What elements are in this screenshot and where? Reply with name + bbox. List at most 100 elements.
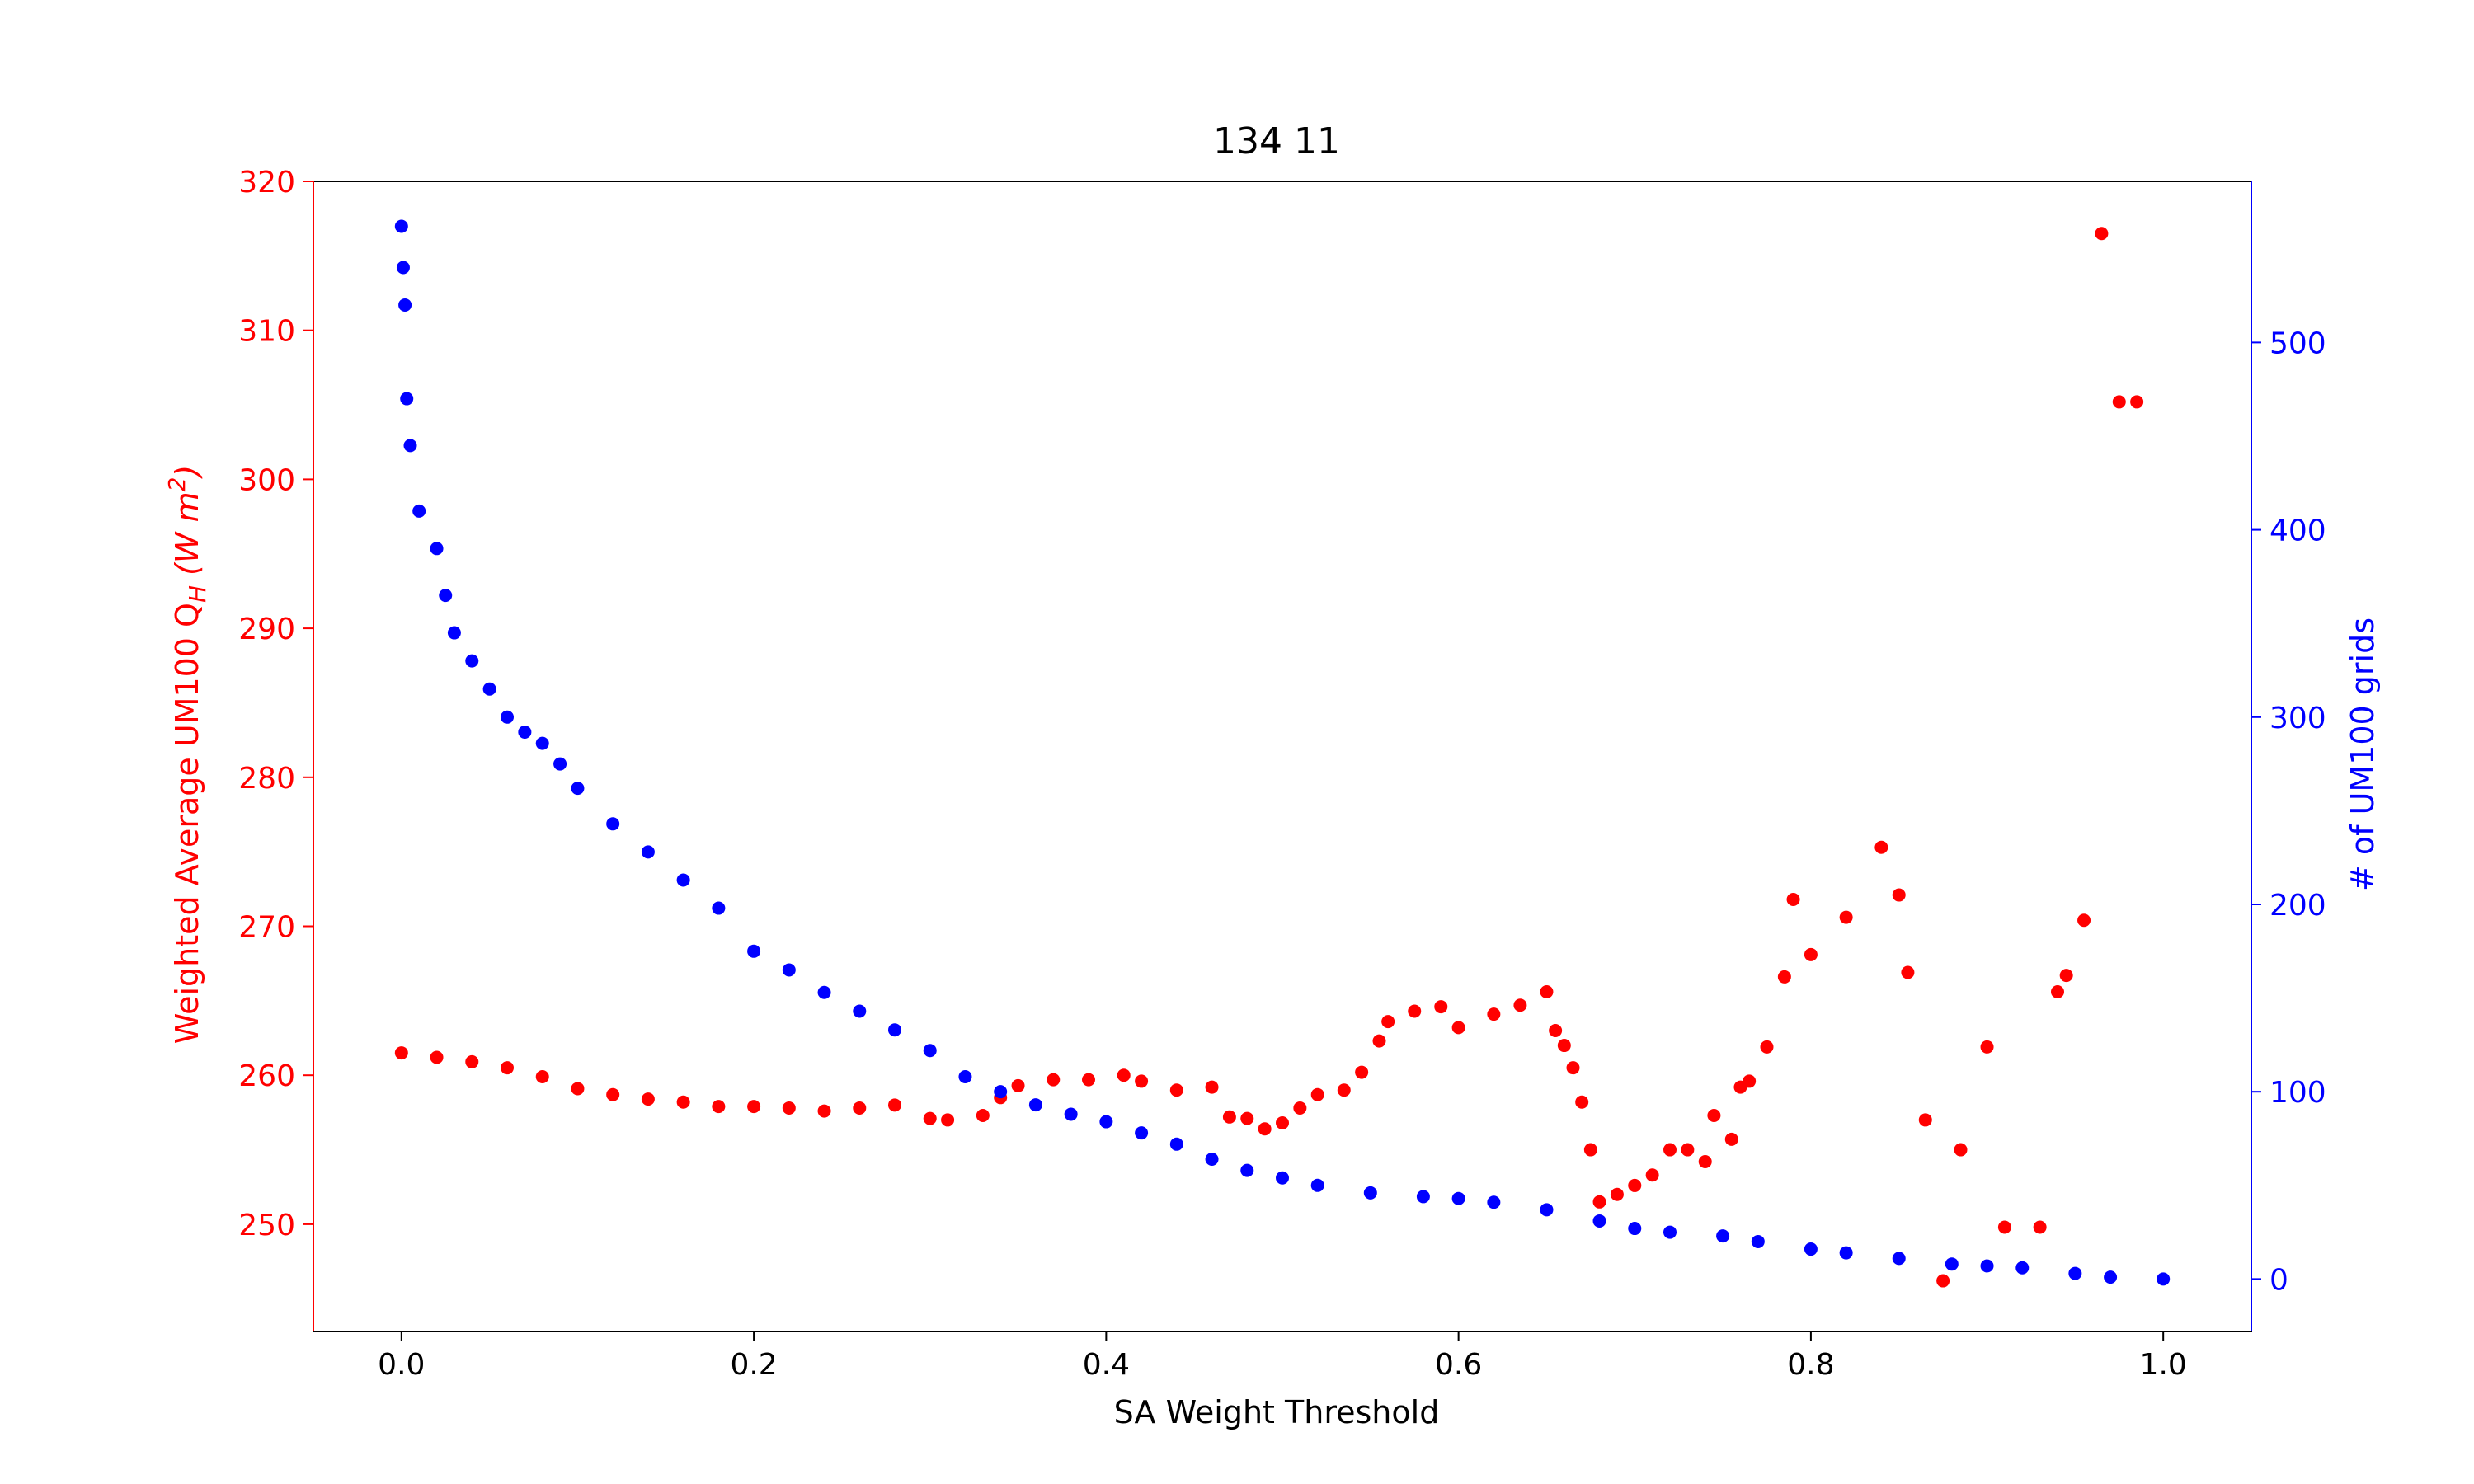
red-data-point — [1205, 1080, 1219, 1094]
red-data-point — [782, 1101, 796, 1115]
blue-data-point — [1751, 1234, 1765, 1248]
red-series — [394, 227, 2144, 1288]
x-tick-label: 0.4 — [1083, 1348, 1130, 1382]
red-data-point — [1583, 1143, 1597, 1157]
blue-data-point — [1135, 1126, 1149, 1140]
red-data-point — [1575, 1095, 1589, 1109]
blue-data-point — [782, 963, 796, 977]
blue-data-point — [1540, 1203, 1554, 1217]
red-data-point — [1408, 1004, 1422, 1018]
blue-data-point — [2104, 1270, 2118, 1284]
red-data-point — [535, 1070, 549, 1084]
blue-data-point — [447, 626, 461, 640]
y-right-tick-label: 200 — [2269, 889, 2326, 923]
blue-data-point — [1628, 1222, 1642, 1236]
blue-data-point — [1363, 1186, 1377, 1200]
blue-data-point — [888, 1023, 901, 1037]
blue-data-point — [1416, 1190, 1430, 1204]
y-axis-left-label-main: Weighted Average UM100 Q — [169, 603, 205, 1044]
blue-data-point — [958, 1070, 972, 1084]
red-data-point — [2033, 1220, 2047, 1234]
red-data-point — [2095, 227, 2109, 241]
red-data-point — [1434, 1000, 1448, 1014]
blue-data-point — [1064, 1107, 1078, 1121]
red-data-point — [1918, 1113, 1932, 1127]
red-data-point — [2130, 395, 2144, 409]
blue-data-point — [403, 439, 417, 453]
blue-data-point — [712, 901, 726, 915]
blue-data-point — [400, 392, 414, 406]
axis-layer: 0.0 0.2 0.4 0.6 0.8 1.0 250 260 270 280 290 300 310 3… — [238, 166, 2326, 1382]
red-data-point — [1513, 998, 1527, 1012]
red-data-point — [501, 1061, 514, 1075]
red-data-point — [1997, 1220, 2011, 1234]
y-left-tick-label: 250 — [238, 1209, 295, 1242]
red-data-point — [1760, 1040, 1774, 1054]
blue-data-point — [412, 504, 426, 518]
y-axis-right-label: # of UM100 grids — [2345, 618, 2381, 891]
x-tick-label: 0.8 — [1787, 1348, 1834, 1382]
red-data-point — [1901, 965, 1915, 979]
red-data-point — [853, 1101, 867, 1115]
y-axis-left-label-sub: H — [184, 585, 211, 603]
blue-data-point — [535, 736, 549, 750]
red-data-point — [2112, 395, 2126, 409]
blue-data-point — [1592, 1214, 1606, 1228]
blue-data-point — [817, 985, 831, 999]
blue-data-point — [1028, 1098, 1042, 1112]
blue-data-point — [1451, 1191, 1465, 1205]
red-data-point — [941, 1113, 955, 1127]
red-data-point — [394, 1046, 408, 1060]
red-data-point — [1549, 1023, 1563, 1037]
red-data-point — [641, 1092, 655, 1106]
y-axis-left-label: Weighted Average UM100 QH (W m2) — [163, 465, 211, 1045]
y-right-tick-label: 0 — [2269, 1263, 2288, 1297]
red-data-point — [1786, 892, 1800, 906]
red-data-point — [1240, 1111, 1254, 1125]
blue-data-point — [439, 589, 453, 603]
chart-title: 134 11 — [1213, 120, 1340, 162]
red-data-point — [430, 1050, 444, 1064]
blue-data-point — [676, 873, 690, 887]
red-data-point — [817, 1104, 831, 1118]
red-data-point — [1980, 1040, 1994, 1054]
y-axis-left-label-close: ) — [169, 465, 205, 480]
red-data-point — [712, 1100, 726, 1114]
blue-data-point — [571, 782, 585, 796]
y-axis-left-label-sup: 2 — [163, 477, 190, 492]
blue-data-point — [1487, 1195, 1501, 1209]
red-data-point — [1047, 1073, 1061, 1087]
blue-data-point — [641, 845, 655, 859]
y-left-tick-label: 280 — [238, 762, 295, 796]
blue-data-point — [1980, 1259, 1994, 1273]
red-data-point — [1557, 1039, 1571, 1053]
blue-data-point — [1240, 1163, 1254, 1177]
blue-data-point — [1716, 1229, 1730, 1243]
blue-data-point — [1310, 1178, 1324, 1192]
y-right-tick-label: 100 — [2269, 1076, 2326, 1110]
blue-data-point — [606, 817, 620, 831]
blue-data-point — [1099, 1115, 1113, 1129]
x-tick-label: 0.2 — [730, 1348, 777, 1382]
blue-data-point — [1839, 1246, 1853, 1260]
y-left-tick-label: 300 — [238, 463, 295, 497]
red-data-point — [1011, 1078, 1025, 1092]
blue-data-point — [1663, 1225, 1677, 1239]
red-data-point — [1892, 888, 1906, 902]
red-data-point — [1372, 1034, 1386, 1048]
red-data-point — [976, 1108, 990, 1122]
series-layer — [394, 219, 2171, 1288]
blue-data-point — [994, 1085, 1008, 1099]
blue-data-point — [2157, 1272, 2171, 1286]
blue-data-point — [518, 725, 532, 739]
red-data-point — [2051, 985, 2064, 999]
red-data-point — [888, 1098, 901, 1112]
red-data-point — [1566, 1061, 1580, 1075]
red-data-point — [465, 1054, 479, 1068]
red-data-point — [571, 1082, 585, 1096]
red-data-point — [1954, 1143, 1968, 1157]
blue-data-point — [394, 219, 408, 233]
red-data-point — [1117, 1068, 1131, 1082]
red-data-point — [1707, 1108, 1721, 1122]
red-data-point — [1135, 1074, 1149, 1088]
